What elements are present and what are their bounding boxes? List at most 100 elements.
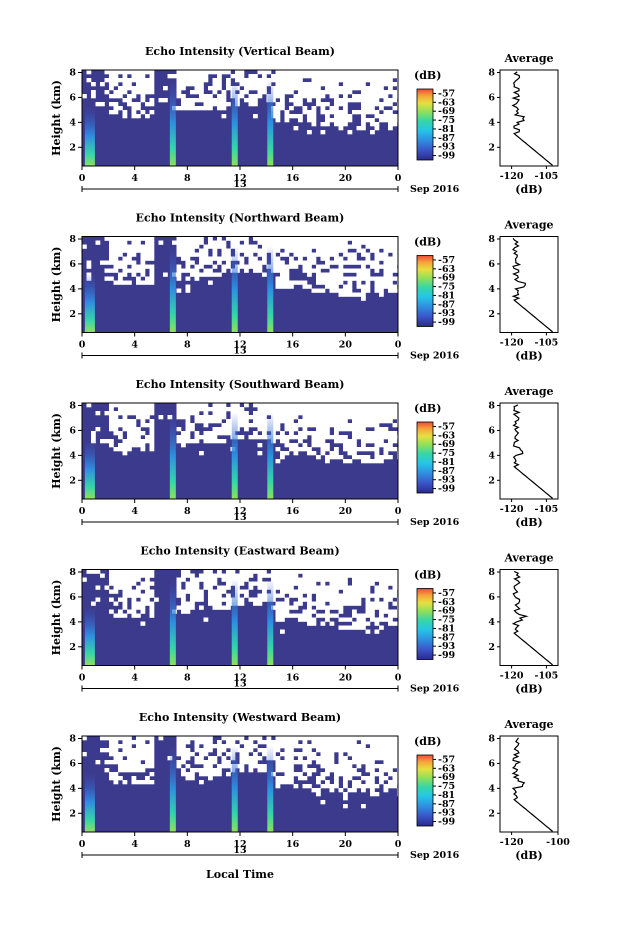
missing-cell bbox=[199, 272, 204, 277]
missing-cell bbox=[118, 244, 123, 249]
missing-cell bbox=[383, 744, 389, 749]
missing-cell bbox=[338, 740, 344, 745]
missing-cell bbox=[334, 276, 339, 281]
missing-cell bbox=[217, 573, 222, 578]
missing-cell bbox=[370, 780, 375, 785]
missing-cell bbox=[397, 82, 402, 87]
missing-cell bbox=[320, 427, 326, 432]
missing-cell bbox=[212, 772, 218, 777]
missing-cell bbox=[320, 597, 326, 602]
missing-cell bbox=[379, 744, 384, 749]
missing-cell bbox=[127, 760, 132, 765]
missing-cell bbox=[203, 419, 209, 424]
missing-cell bbox=[185, 581, 191, 586]
missing-cell bbox=[262, 585, 267, 590]
missing-cell bbox=[136, 244, 141, 249]
missing-cell bbox=[113, 736, 119, 741]
missing-cell bbox=[392, 744, 398, 749]
missing-cell bbox=[289, 98, 294, 103]
missing-cell bbox=[275, 244, 281, 249]
missing-cell bbox=[140, 605, 146, 610]
missing-cell bbox=[311, 768, 317, 773]
average-title: Average bbox=[503, 219, 553, 232]
missing-cell bbox=[289, 264, 294, 269]
missing-cell bbox=[271, 605, 276, 610]
missing-cell bbox=[352, 252, 357, 257]
missing-cell bbox=[284, 752, 290, 757]
missing-cell bbox=[118, 609, 123, 614]
missing-cell bbox=[194, 411, 200, 416]
missing-cell bbox=[293, 126, 299, 131]
missing-cell bbox=[145, 577, 150, 582]
missing-cell bbox=[244, 236, 249, 241]
missing-cell bbox=[311, 90, 317, 95]
missing-cell bbox=[307, 609, 312, 614]
missing-cell bbox=[298, 244, 303, 249]
missing-cell bbox=[217, 601, 222, 606]
missing-cell bbox=[388, 756, 393, 761]
missing-cell bbox=[226, 248, 231, 253]
missing-cell bbox=[311, 621, 317, 626]
missing-cell bbox=[82, 244, 87, 249]
missing-cell bbox=[347, 252, 353, 257]
missing-cell bbox=[118, 752, 123, 757]
missing-cell bbox=[122, 601, 128, 606]
missing-cell bbox=[284, 248, 290, 253]
missing-cell bbox=[343, 744, 348, 749]
missing-cell bbox=[86, 569, 92, 574]
missing-cell bbox=[329, 280, 335, 285]
average-y-tick-label: 4 bbox=[488, 284, 495, 295]
missing-cell bbox=[374, 256, 380, 261]
x-tick-label: 20 bbox=[339, 506, 353, 517]
missing-cell bbox=[392, 589, 398, 594]
missing-cell bbox=[244, 573, 249, 578]
missing-cell bbox=[109, 415, 114, 420]
missing-cell bbox=[127, 407, 132, 412]
missing-cell bbox=[329, 260, 335, 265]
missing-cell bbox=[343, 236, 348, 241]
missing-cell bbox=[397, 411, 402, 416]
missing-cell bbox=[289, 86, 294, 91]
missing-cell bbox=[392, 740, 398, 745]
missing-cell bbox=[334, 74, 339, 79]
missing-cell bbox=[311, 589, 317, 594]
missing-cell bbox=[370, 784, 375, 789]
missing-cell bbox=[374, 573, 380, 578]
missing-cell bbox=[289, 284, 294, 289]
missing-cell bbox=[365, 585, 371, 590]
missing-cell bbox=[217, 589, 222, 594]
missing-cell bbox=[217, 244, 222, 249]
missing-cell bbox=[334, 447, 339, 452]
missing-cell bbox=[320, 736, 326, 741]
missing-cell bbox=[271, 581, 276, 586]
missing-cell bbox=[347, 625, 353, 630]
missing-cell bbox=[388, 280, 393, 285]
missing-cell bbox=[383, 98, 389, 103]
missing-cell bbox=[397, 609, 402, 614]
missing-cell bbox=[343, 292, 348, 297]
missing-cell bbox=[374, 605, 380, 610]
missing-cell bbox=[208, 431, 213, 436]
missing-cell bbox=[208, 597, 213, 602]
missing-cell bbox=[307, 431, 312, 436]
missing-cell bbox=[203, 764, 209, 769]
missing-cell bbox=[118, 236, 123, 241]
missing-cell bbox=[185, 756, 191, 761]
missing-cell bbox=[329, 236, 335, 241]
colorbar-tick-label: -93 bbox=[438, 475, 455, 486]
missing-cell bbox=[271, 268, 276, 273]
missing-cell bbox=[289, 70, 294, 75]
colorbar-tick-label: -81 bbox=[438, 124, 455, 135]
missing-cell bbox=[212, 415, 218, 420]
missing-cell bbox=[302, 744, 308, 749]
x-tick-label: 8 bbox=[184, 673, 191, 684]
missing-cell bbox=[109, 252, 114, 257]
missing-cell bbox=[176, 94, 182, 99]
missing-cell bbox=[361, 573, 366, 578]
missing-cell bbox=[374, 455, 380, 460]
missing-cell bbox=[145, 90, 150, 95]
missing-cell bbox=[127, 423, 132, 428]
missing-cell bbox=[113, 601, 119, 606]
missing-cell bbox=[140, 268, 146, 273]
missing-cell bbox=[370, 264, 375, 269]
